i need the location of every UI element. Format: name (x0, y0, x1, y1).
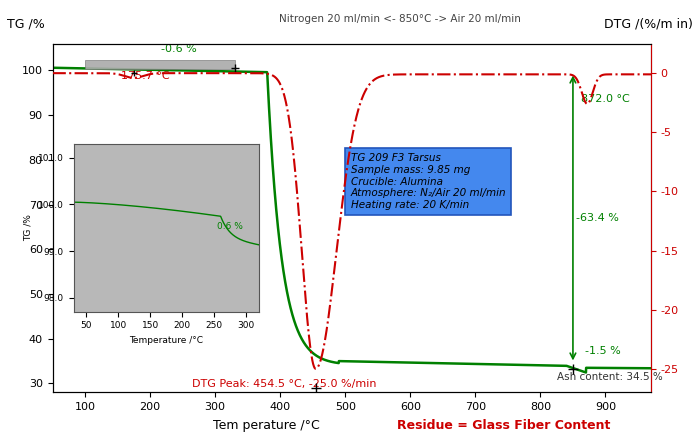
Text: -0.6 %: -0.6 % (162, 44, 197, 54)
Text: 175.7 °C: 175.7 °C (121, 72, 169, 82)
Text: TG 209 F3 Tarsus
Sample mass: 9.85 mg
Crucible: Alumina
Atmosphere: N₂/Air 20 ml: TG 209 F3 Tarsus Sample mass: 9.85 mg Cr… (351, 153, 506, 210)
Text: Nitrogen 20 ml/min <- 850°C -> Air 20 ml/min: Nitrogen 20 ml/min <- 850°C -> Air 20 ml… (279, 14, 521, 24)
Text: 872.0 °C: 872.0 °C (582, 94, 630, 104)
Text: -63.4 %: -63.4 % (575, 213, 618, 223)
Text: 0.6 %: 0.6 % (218, 222, 244, 231)
Bar (85, 60, 234, 68)
Y-axis label: TG /%: TG /% (23, 215, 32, 241)
Text: Ash content: 34.5 %: Ash content: 34.5 % (556, 372, 662, 382)
Text: DTG Peak: 454.5 °C, -25.0 %/min: DTG Peak: 454.5 °C, -25.0 %/min (193, 378, 377, 388)
Text: TG /%: TG /% (7, 17, 45, 31)
Text: Residue = Glass Fiber Content: Residue = Glass Fiber Content (398, 419, 610, 432)
Text: DTG /(%/m in): DTG /(%/m in) (604, 17, 693, 31)
Text: Tem perature /°C: Tem perature /°C (213, 419, 319, 432)
Text: -1.5 %: -1.5 % (584, 346, 620, 356)
X-axis label: Temperature /°C: Temperature /°C (130, 336, 203, 345)
